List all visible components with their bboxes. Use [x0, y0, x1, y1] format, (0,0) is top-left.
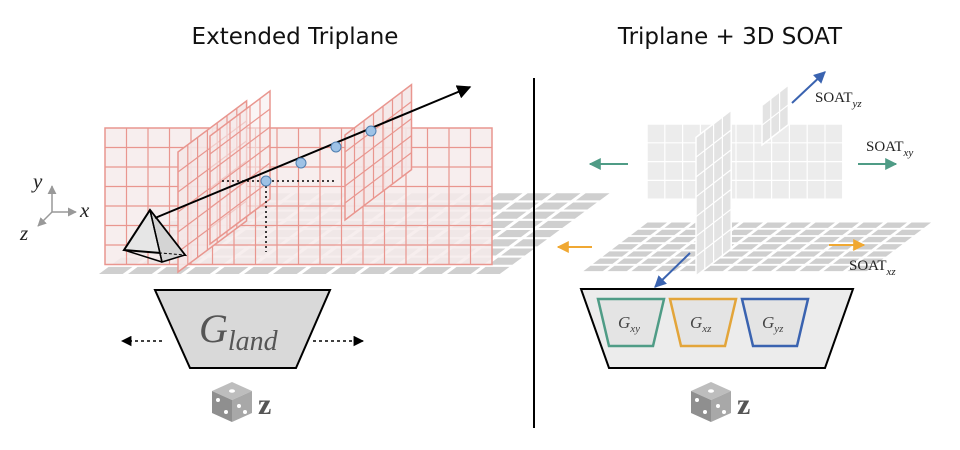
right-panel-title: Triplane + 3D SOAT [617, 24, 843, 50]
sample-crosshair [222, 180, 336, 252]
svg-text:Gxz: Gxz [690, 313, 712, 335]
camera-icon [122, 208, 188, 263]
soat-xy-label: SOATxy [866, 139, 913, 159]
camera-ray [154, 85, 472, 219]
soat-yz-arrow [791, 71, 826, 104]
generator-land: Gland [153, 289, 332, 369]
sub-generators: Gxy Gxz Gyz [596, 297, 810, 348]
generator-xz: Gxz [668, 297, 738, 348]
axis-y-label: y [31, 169, 43, 193]
generator-xy: Gxy [596, 297, 666, 348]
generator-xz-sub: xz [701, 323, 712, 335]
generator-xy-base: G [618, 313, 630, 332]
generator-yz-base: G [762, 313, 774, 332]
soat-yz-arrow-down [654, 252, 691, 288]
noise-z-right: z [737, 388, 750, 421]
left-panel-title: Extended Triplane [191, 24, 399, 50]
yz-plane-right [695, 83, 790, 278]
svg-text:Gland: Gland [199, 306, 279, 357]
soat-xz-label: SOATxz [849, 258, 896, 278]
soat-yz-label: SOATyz [815, 90, 862, 110]
svg-text:Gyz: Gyz [762, 313, 784, 335]
ray-sample-points [260, 125, 377, 187]
generator-land-base: G [199, 306, 228, 351]
generator-yz: Gyz [740, 297, 810, 348]
xy-plane-right [646, 123, 844, 200]
generator-land-sub: land [228, 326, 279, 357]
axis-z-label: z [19, 221, 28, 245]
generator-xy-sub: xy [629, 323, 640, 335]
noise-z-left: z [258, 388, 271, 421]
generator-xz-base: G [690, 313, 702, 332]
dice-icon-right [691, 382, 731, 422]
svg-text:Gxy: Gxy [618, 313, 640, 335]
generator-yz-sub: yz [773, 323, 784, 335]
axes-icon: y x z [19, 169, 90, 245]
dice-icon-left [212, 382, 252, 422]
axis-x-label: x [79, 198, 90, 222]
